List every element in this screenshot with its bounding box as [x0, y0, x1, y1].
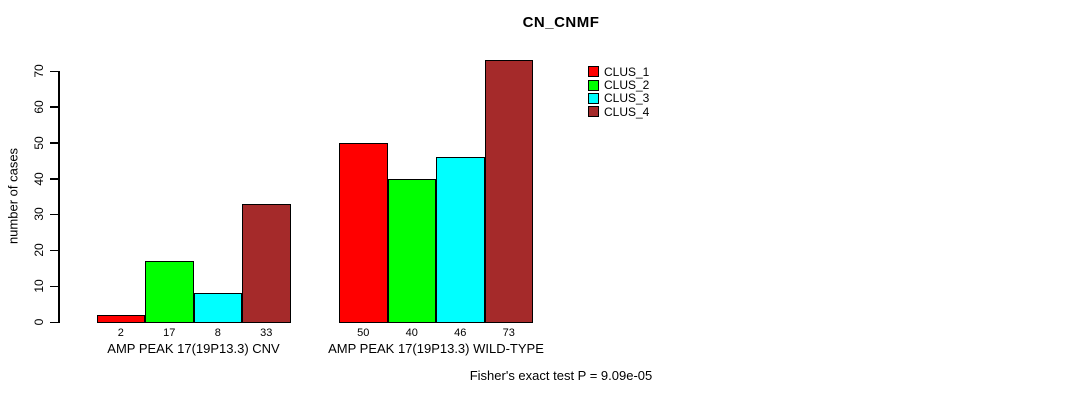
y-axis-tick [50, 142, 58, 144]
y-axis-tick [50, 249, 58, 252]
bar-clus_2-group1 [145, 261, 194, 323]
bar-value-label: 50 [357, 327, 370, 339]
legend-swatch-clus_1 [588, 66, 599, 78]
y-axis-tick [50, 106, 58, 108]
legend: CLUS_1 CLUS_2 CLUS_3 CLUS_4 [588, 65, 649, 119]
legend-label: CLUS_3 [604, 91, 650, 106]
bar-value-label: 2 [117, 327, 124, 339]
category-label: AMP PEAK 17(19P13.3) CNV [107, 341, 280, 356]
legend-item-clus_1: CLUS_1 [588, 64, 650, 79]
bar-clus_4-group2 [484, 60, 533, 323]
bar-value-label: 8 [214, 327, 221, 339]
chart-title: CN_CNMF [522, 14, 600, 31]
legend-label: CLUS_4 [604, 104, 650, 119]
y-axis-tick [50, 285, 58, 288]
bar-value-label: 40 [405, 327, 418, 339]
legend-label: CLUS_1 [604, 64, 650, 79]
legend-swatch-clus_3 [588, 92, 599, 104]
bar-clus_3-group2 [436, 157, 485, 323]
y-axis-tick [50, 321, 58, 323]
bar-value-label: 33 [260, 327, 273, 339]
y-axis-line [58, 71, 60, 323]
legend-item-clus_2: CLUS_2 [588, 78, 650, 93]
bar-value-label: 46 [454, 327, 467, 339]
bar-clus_3-group1 [193, 293, 242, 323]
fisher-test-annotation: Fisher's exact test P = 9.09e-05 [469, 368, 653, 383]
bar-clus_2-group2 [387, 178, 436, 323]
legend-item-clus_3: CLUS_3 [588, 91, 650, 106]
y-axis-tick [50, 213, 58, 216]
bar-clus_4-group1 [242, 203, 291, 323]
legend-swatch-clus_2 [588, 79, 599, 91]
legend-item-clus_4: CLUS_4 [588, 104, 650, 119]
bar-value-label: 73 [502, 327, 515, 339]
bar-value-label: 17 [163, 327, 176, 339]
bar-clus_1-group2 [339, 142, 388, 323]
y-axis-tick [50, 70, 58, 72]
legend-swatch-clus_4 [588, 106, 599, 118]
bar-clus_1-group1 [96, 314, 145, 323]
y-axis-tick [50, 178, 58, 180]
legend-label: CLUS_2 [604, 78, 650, 93]
category-label: AMP PEAK 17(19P13.3) WILD-TYPE [328, 341, 544, 356]
